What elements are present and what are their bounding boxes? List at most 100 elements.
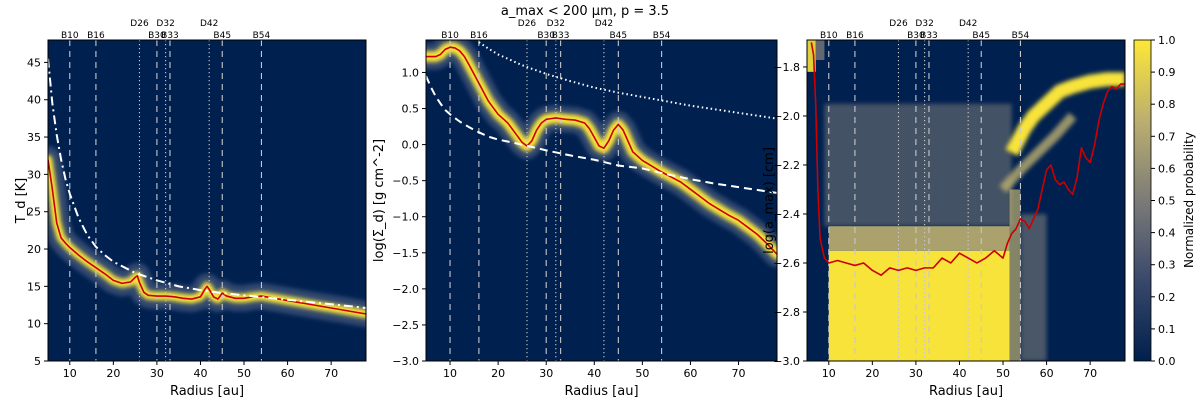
feature-label-b54: B54 — [653, 31, 671, 41]
feature-label-d42: D42 — [959, 19, 977, 29]
feature-label-d42: D42 — [200, 19, 218, 29]
feature-label-b45: B45 — [972, 31, 990, 41]
series-line-best-fit — [426, 46, 777, 255]
y-tick-label: −2.2 — [773, 159, 800, 172]
y-tick-label: 35 — [27, 131, 41, 144]
density-ridge — [1005, 72, 1125, 157]
y-axis-label: T_d [K] — [14, 178, 29, 225]
y-tick-label: −2.4 — [773, 208, 800, 221]
x-tick-label: 50 — [237, 367, 251, 380]
colorbar-tick-label: 0.4 — [1158, 227, 1176, 240]
series-line-best-fit — [810, 42, 1125, 277]
y-tick-label: −1.8 — [773, 61, 800, 74]
feature-label-b10: B10 — [820, 31, 838, 41]
series-line-best-fit — [48, 159, 366, 315]
colorbar: Normalized probability 0.0 0.1 0.2 0.3 0.4 0.… — [1133, 34, 1196, 368]
feature-label-b30: B30 — [537, 31, 555, 41]
y-tick-label: 30 — [27, 168, 41, 181]
x-tick-label: 60 — [281, 367, 295, 380]
y-tick-label: 15 — [27, 280, 41, 293]
x-tick-label: 10 — [443, 367, 457, 380]
plot-area — [48, 40, 366, 361]
y-tick-label: −2.0 — [392, 283, 419, 296]
y-tick-label: −2.0 — [773, 110, 800, 123]
feature-label-b16: B16 — [470, 31, 488, 41]
y-tick-label: −2.8 — [773, 306, 800, 319]
y-tick-label: −1.0 — [392, 211, 419, 224]
feature-label-b45: B45 — [213, 31, 231, 41]
feature-label-b33: B33 — [161, 31, 179, 41]
x-tick-label: 20 — [106, 367, 120, 380]
plot-area — [807, 40, 1125, 361]
figure-title: a_max < 200 μm, p = 3.5 — [501, 4, 669, 19]
x-tick-label: 10 — [822, 367, 836, 380]
colorbar-tick-label: 0.1 — [1158, 323, 1176, 336]
y-tick-label: 10 — [27, 318, 41, 331]
feature-label-d26: D26 — [130, 19, 149, 29]
y-tick-label: −3.0 — [773, 355, 800, 368]
x-tick-label: 30 — [150, 367, 164, 380]
feature-label-b33: B33 — [920, 31, 938, 41]
series-line-model — [48, 58, 366, 309]
feature-label-d32: D32 — [547, 19, 565, 29]
y-tick-label: −2.5 — [392, 319, 419, 332]
y-tick-label: −2.6 — [773, 257, 800, 270]
x-tick-label: 70 — [324, 367, 338, 380]
feature-label-d32: D32 — [156, 19, 174, 29]
x-tick-label: 40 — [952, 367, 966, 380]
feature-label-b33: B33 — [552, 31, 570, 41]
y-tick-label: 40 — [27, 94, 41, 107]
feature-label-b16: B16 — [87, 31, 105, 41]
y-tick-label: 25 — [27, 206, 41, 219]
plot-frame — [425, 39, 778, 362]
x-tick-label: 40 — [587, 367, 601, 380]
feature-label-b54: B54 — [253, 31, 271, 41]
colorbar-tick-label: 0.2 — [1158, 291, 1176, 304]
panel-right: B10 B16 D26 B30 D32 B33 D42 B45 B54 10 20 30 40 50 60 7… — [762, 19, 1126, 399]
density-ridge — [999, 112, 1077, 193]
x-tick-label: 30 — [539, 367, 553, 380]
x-tick-label: 70 — [1083, 367, 1097, 380]
feature-label-d42: D42 — [595, 19, 613, 29]
y-tick-label: 0.5 — [402, 103, 420, 116]
x-tick-label: 70 — [732, 367, 746, 380]
x-tick-label: 40 — [193, 367, 207, 380]
colorbar-gradient — [1133, 39, 1152, 362]
y-tick-label: 5 — [34, 355, 41, 368]
y-tick-label: −1.5 — [392, 247, 419, 260]
feature-label-b54: B54 — [1012, 31, 1030, 41]
y-tick-label: −0.5 — [392, 175, 419, 188]
feature-label-d32: D32 — [915, 19, 933, 29]
x-tick-label: 20 — [865, 367, 879, 380]
colorbar-tick-label: 0.5 — [1158, 195, 1176, 208]
feature-label-b45: B45 — [610, 31, 628, 41]
colorbar-tick-label: 0.7 — [1158, 130, 1176, 143]
feature-label-d26: D26 — [518, 19, 537, 29]
y-tick-label: 20 — [27, 243, 41, 256]
panel-left: B10 B16 D26 B30 D32 B33 D42 B45 B54 10 20 30 40 50 60 7… — [14, 19, 367, 399]
feature-label-b16: B16 — [846, 31, 864, 41]
y-tick-label: −3.0 — [392, 355, 419, 368]
plot-area — [426, 40, 777, 361]
x-tick-label: 20 — [491, 367, 505, 380]
series-line-model-dotted — [478, 41, 777, 120]
x-tick-label: 50 — [996, 367, 1010, 380]
y-tick-label: 0.0 — [402, 139, 420, 152]
x-axis-label: Radius [au] — [564, 384, 638, 399]
y-tick-label: 45 — [27, 56, 41, 69]
x-tick-label: 50 — [635, 367, 649, 380]
x-tick-label: 60 — [1040, 367, 1054, 380]
colorbar-tick-label: 0.6 — [1158, 162, 1176, 175]
x-tick-label: 30 — [909, 367, 923, 380]
feature-label-b30: B30 — [148, 31, 166, 41]
colorbar-tick-label: 1.0 — [1158, 34, 1176, 47]
density-block — [828, 250, 1010, 361]
colorbar-tick-label: 0.9 — [1158, 66, 1176, 79]
density-cell — [1020, 213, 1047, 361]
y-axis-label: log(a_max) [cm] — [762, 147, 777, 254]
x-tick-label: 10 — [63, 367, 77, 380]
density-cell — [815, 40, 825, 60]
feature-label-d26: D26 — [889, 19, 908, 29]
